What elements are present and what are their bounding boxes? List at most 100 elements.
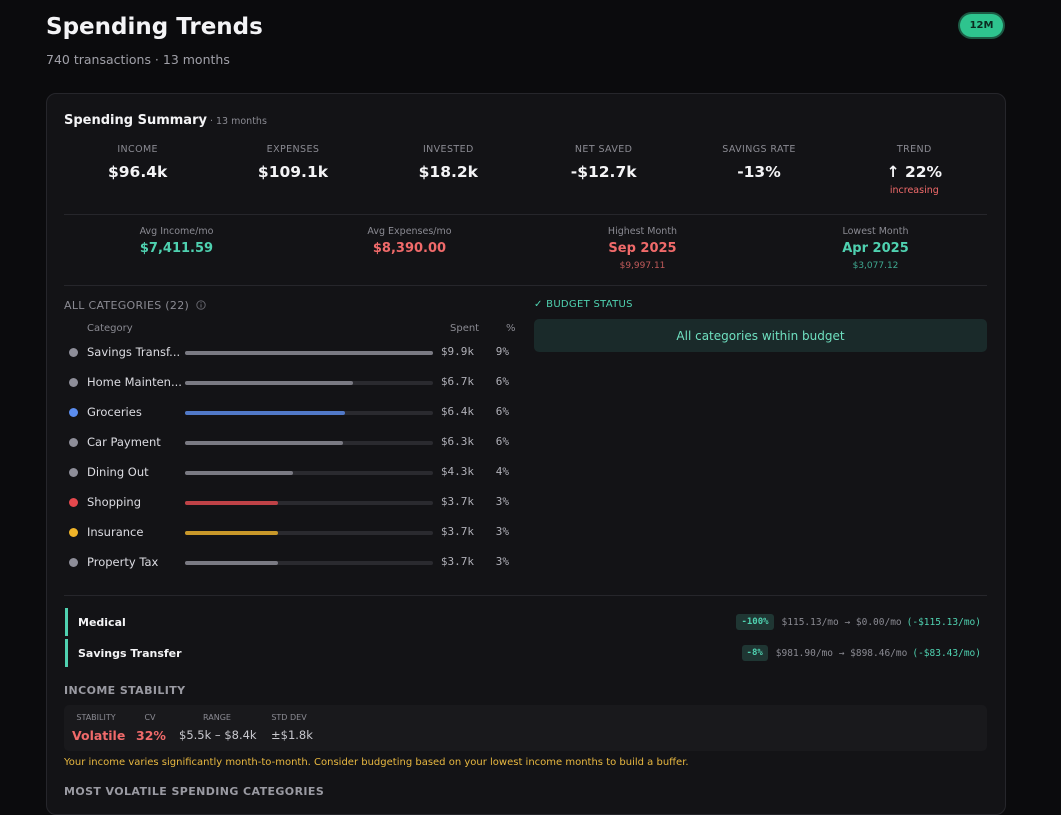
metric-label: CV bbox=[144, 713, 156, 722]
average-note: $9,997.11 bbox=[619, 261, 666, 271]
category-row: Home Mainten... $6.7k 6% bbox=[64, 373, 514, 393]
bar-track bbox=[185, 411, 433, 415]
spent-label: $3.7k bbox=[440, 555, 474, 568]
change-badge: -100% bbox=[736, 614, 774, 630]
average-label: Lowest Month bbox=[842, 226, 909, 237]
bar-track bbox=[185, 561, 433, 565]
column-header: % bbox=[506, 323, 516, 334]
percent-label: 6% bbox=[495, 435, 509, 448]
income-stability-title: INCOME STABILITY bbox=[64, 684, 186, 697]
category-dot bbox=[69, 408, 78, 417]
category-name: Car Payment bbox=[87, 435, 161, 449]
summary-title-text: Spending Summary bbox=[64, 113, 207, 128]
category-row: Groceries $6.4k 6% bbox=[64, 403, 514, 423]
page-subtitle: 740 transactions · 13 months bbox=[46, 52, 230, 67]
spent-bar bbox=[185, 531, 278, 535]
average: Highest Month Sep 2025 $9,997.11 bbox=[526, 226, 759, 271]
bar-track bbox=[185, 351, 433, 355]
budget-message: All categories within budget bbox=[534, 319, 987, 352]
stat: INCOME $96.4k bbox=[60, 144, 215, 196]
spent-bar bbox=[185, 561, 278, 565]
spent-label: $9.9k bbox=[440, 345, 474, 358]
category-dot bbox=[69, 558, 78, 567]
percent-label: 3% bbox=[495, 555, 509, 568]
category-name: Groceries bbox=[87, 405, 142, 419]
spent-label: $3.7k bbox=[440, 495, 474, 508]
page-title: Spending Trends bbox=[46, 14, 263, 40]
alert-row: Savings Transfer -8% $981.90/mo → $898.46/… bbox=[65, 639, 987, 667]
stat-label: EXPENSES bbox=[266, 144, 320, 155]
category-dot bbox=[69, 468, 78, 477]
period-button[interactable]: 12M bbox=[960, 14, 1003, 37]
spent-bar bbox=[185, 471, 293, 475]
metric-value: 32% bbox=[136, 728, 166, 743]
categories-title: ALL CATEGORIES (22) bbox=[64, 299, 206, 312]
stat: INVESTED $18.2k bbox=[371, 144, 526, 196]
stat-label: NET SAVED bbox=[574, 144, 633, 155]
average-value: Sep 2025 bbox=[608, 241, 677, 256]
average-value: $8,390.00 bbox=[372, 241, 447, 256]
percent-label: 3% bbox=[495, 525, 509, 538]
page: Spending Trends 740 transactions · 13 mo… bbox=[46, 14, 1006, 815]
bar-track bbox=[185, 381, 433, 385]
column-header: Spent bbox=[450, 323, 480, 334]
stat: TREND ↑ 22% increasing bbox=[837, 144, 992, 196]
percent-label: 9% bbox=[495, 345, 509, 358]
spent-label: $4.3k bbox=[440, 465, 474, 478]
metric-label: STABILITY bbox=[76, 713, 116, 722]
averages-row: Avg Income/mo $7,411.59 Avg Expenses/mo $8,… bbox=[60, 226, 992, 271]
bar-track bbox=[185, 471, 433, 475]
average-label: Avg Income/mo bbox=[139, 226, 214, 237]
category-name: Dining Out bbox=[87, 465, 149, 479]
spent-bar bbox=[185, 411, 346, 415]
stat-value: $96.4k bbox=[107, 163, 168, 181]
budget-title: ✓ BUDGET STATUS bbox=[534, 299, 633, 310]
stat-value: $18.2k bbox=[418, 163, 478, 181]
average: Avg Income/mo $7,411.59 bbox=[60, 226, 293, 271]
stat-note: increasing bbox=[889, 185, 939, 196]
percent-label: 6% bbox=[495, 375, 509, 388]
category-name: Insurance bbox=[87, 525, 144, 539]
stat: NET SAVED -$12.7k bbox=[526, 144, 681, 196]
alert-detail: $115.13/mo → $0.00/mo bbox=[781, 616, 902, 628]
bar-track bbox=[185, 501, 433, 505]
metric-value: Volatile bbox=[72, 728, 126, 743]
average-value: $7,411.59 bbox=[139, 241, 214, 256]
category-dot bbox=[69, 498, 78, 507]
metric-label: STD DEV bbox=[271, 713, 307, 722]
stat-value: -$12.7k bbox=[570, 163, 637, 181]
stat-label: TREND bbox=[896, 144, 932, 155]
percent-label: 4% bbox=[495, 465, 509, 478]
alert-name: Medical bbox=[78, 615, 126, 629]
percent-label: 6% bbox=[495, 405, 509, 418]
stat-value: -13% bbox=[737, 163, 781, 181]
metric-value: $5.5k – $8.4k bbox=[179, 728, 257, 742]
alert-row: Medical -100% $115.13/mo → $0.00/mo (-$115.… bbox=[65, 608, 987, 636]
bar-track bbox=[185, 441, 433, 445]
stat-label: INCOME bbox=[117, 144, 158, 155]
stat: EXPENSES $109.1k bbox=[215, 144, 370, 196]
alert-delta: (-$115.13/mo) bbox=[906, 616, 981, 628]
spent-bar bbox=[185, 381, 353, 385]
summary-subtitle: · 13 months bbox=[209, 116, 267, 127]
category-dot bbox=[69, 528, 78, 537]
average-note: $3,077.12 bbox=[852, 261, 899, 271]
spent-label: $6.4k bbox=[440, 405, 474, 418]
category-row: Insurance $3.7k 3% bbox=[64, 523, 514, 543]
summary-title: Spending Summary · 13 months bbox=[64, 113, 267, 128]
average-value: Apr 2025 bbox=[842, 241, 909, 256]
metric: RANGE $5.5k – $8.4k bbox=[179, 713, 257, 742]
divider bbox=[64, 285, 987, 286]
stat-label: SAVINGS RATE bbox=[722, 144, 796, 155]
category-name: Savings Transf... bbox=[87, 345, 181, 359]
spent-bar bbox=[185, 351, 433, 355]
income-stability-note: Your income varies significantly month-t… bbox=[64, 757, 689, 768]
income-stability-box: STABILITY Volatile CV 32% RANGE $5.5k – $8.4k… bbox=[64, 705, 987, 751]
stat-value: $109.1k bbox=[257, 163, 329, 181]
info-icon[interactable] bbox=[196, 300, 206, 310]
alert-delta: (-$83.43/mo) bbox=[912, 647, 981, 659]
category-name: Property Tax bbox=[87, 555, 159, 569]
spent-label: $6.7k bbox=[440, 375, 474, 388]
change-badge: -8% bbox=[741, 645, 768, 661]
category-row: Car Payment $6.3k 6% bbox=[64, 433, 514, 453]
